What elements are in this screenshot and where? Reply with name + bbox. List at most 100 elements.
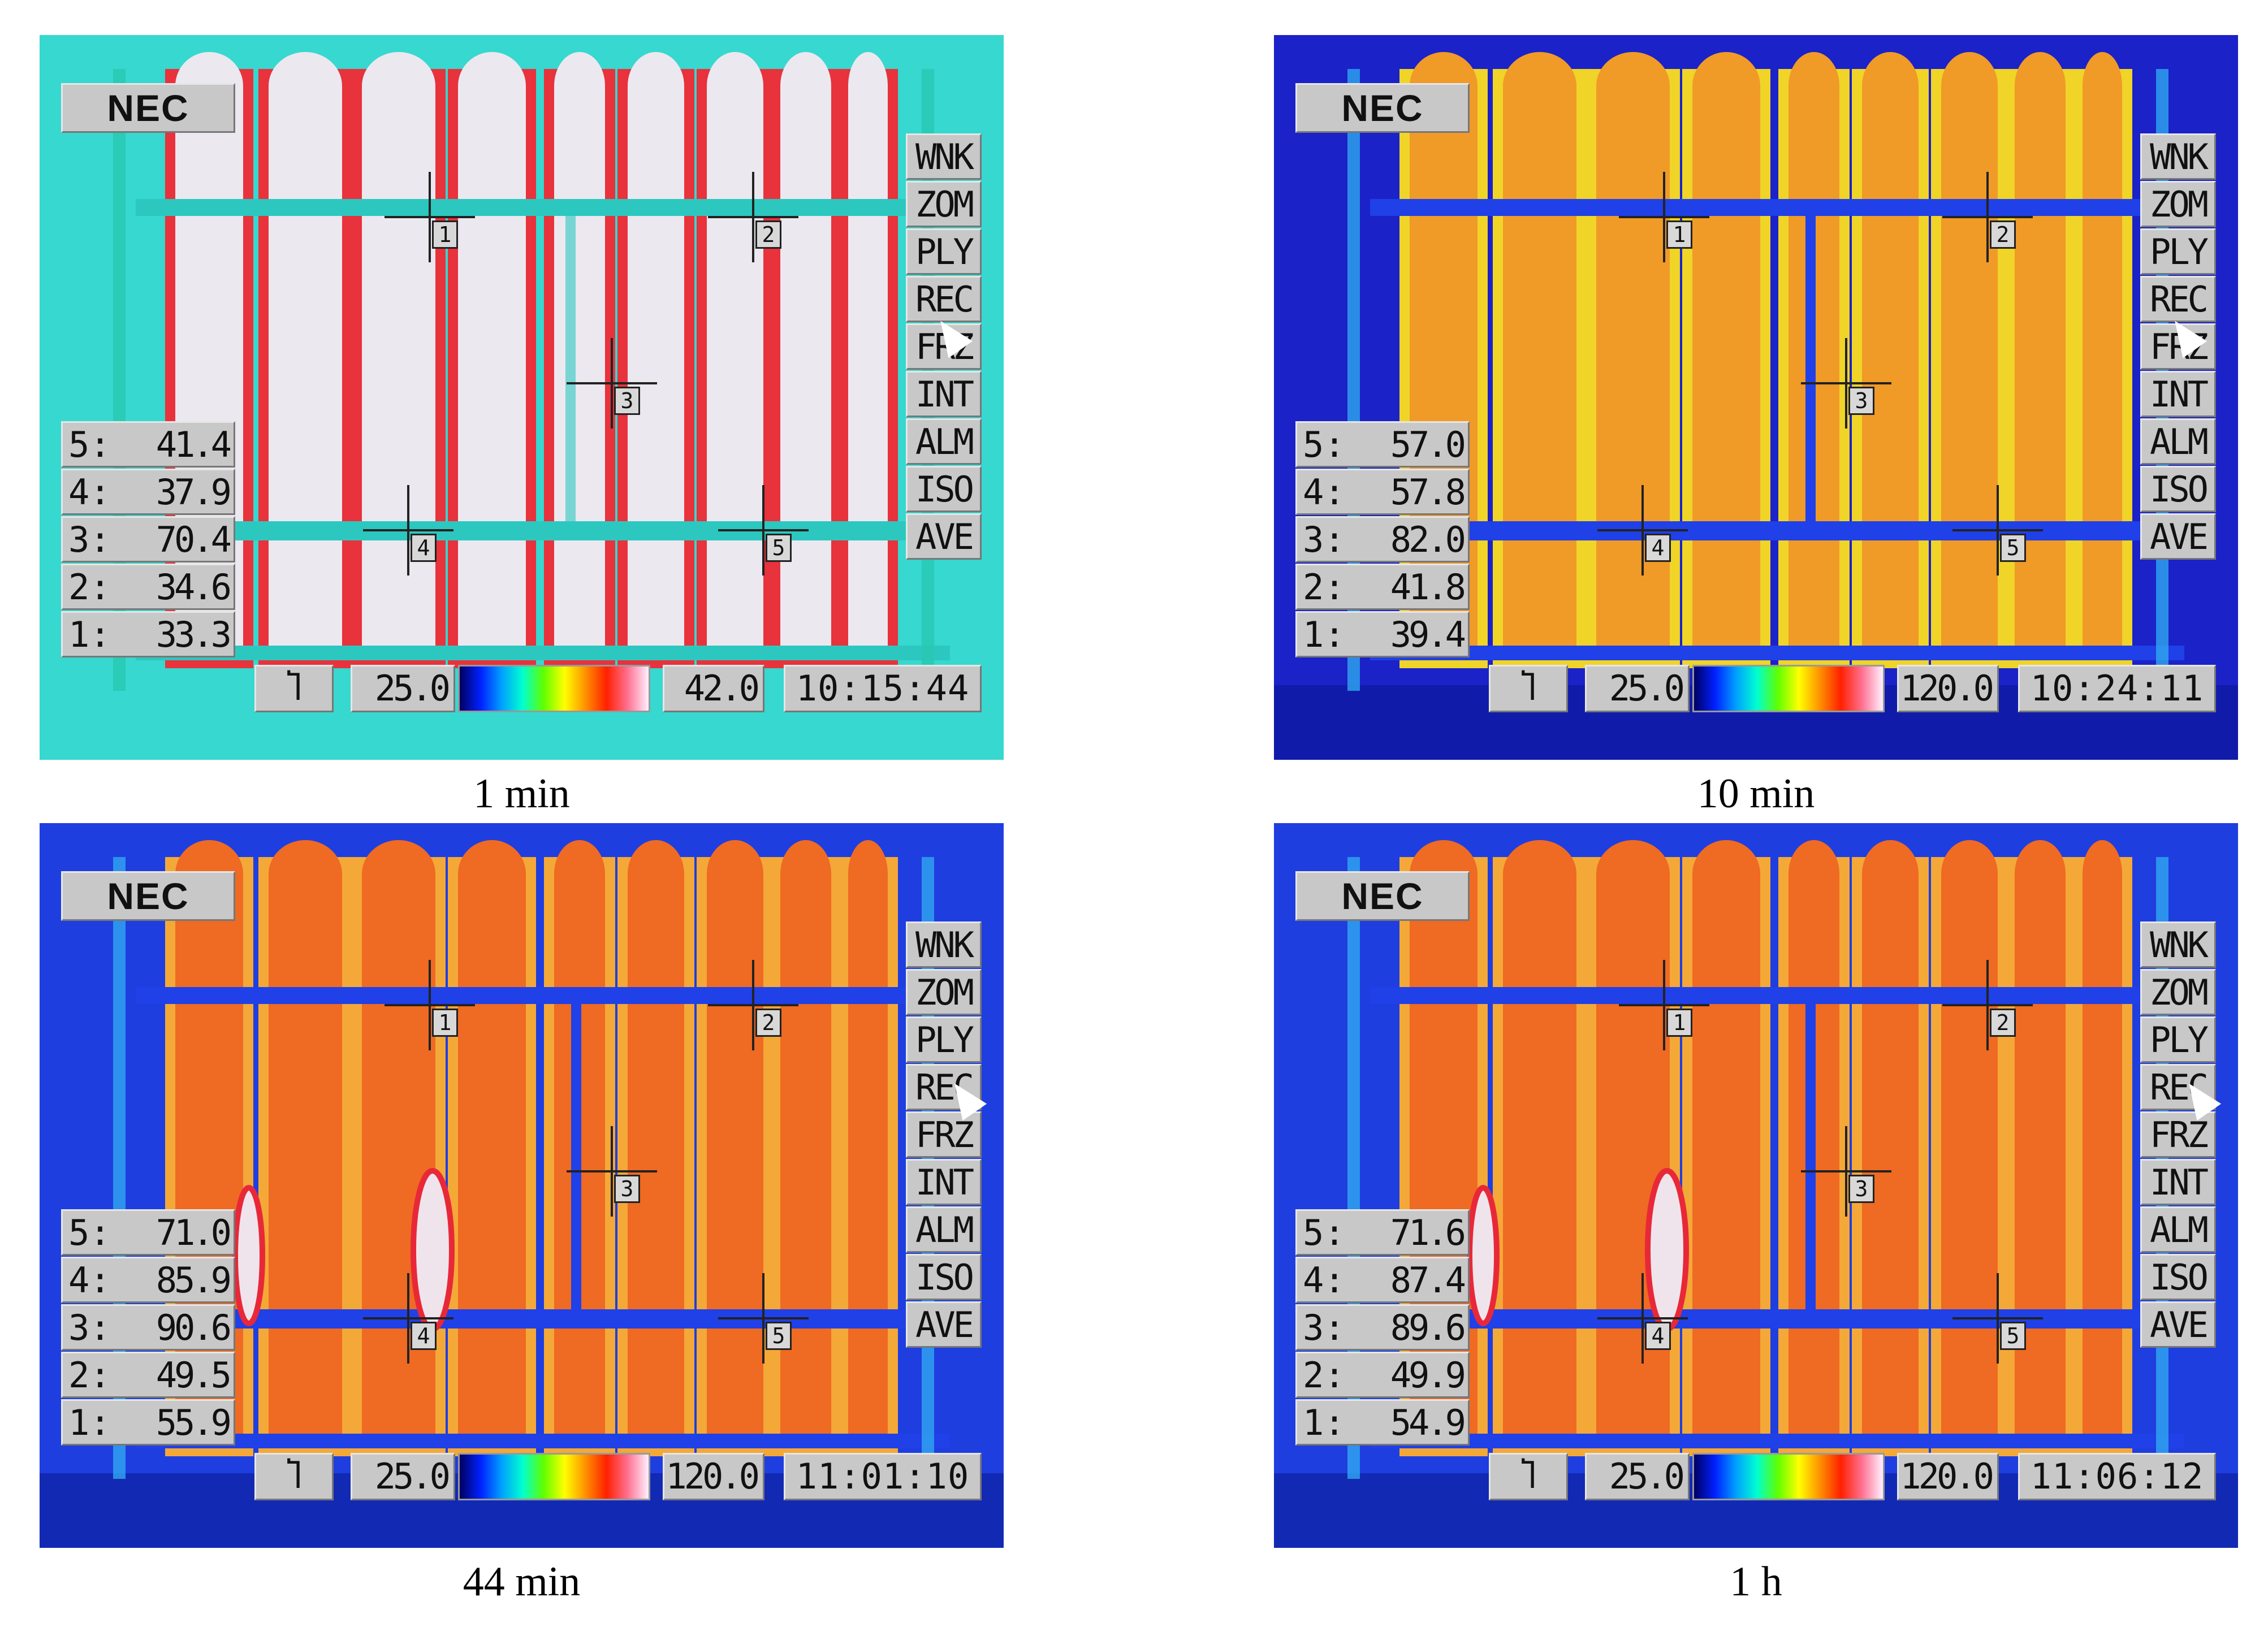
crosshair-number: 3 bbox=[614, 1175, 640, 1203]
menu-item-ave[interactable]: AVE bbox=[2140, 1301, 2216, 1348]
menu-item-alm[interactable]: ALM bbox=[906, 1206, 982, 1253]
menu-item-iso[interactable]: ISO bbox=[2140, 1254, 2216, 1300]
menu-item-ave[interactable]: AVE bbox=[906, 1301, 982, 1348]
menu-item-int[interactable]: INT bbox=[2140, 1159, 2216, 1205]
crosshair-number: 2 bbox=[755, 1009, 781, 1037]
readout-label: 4: bbox=[68, 1260, 111, 1301]
readout-row: 4: 57.8 bbox=[1295, 469, 1470, 515]
measurement-crosshair: 2 bbox=[1942, 172, 2033, 262]
menu-item-zom[interactable]: ZOM bbox=[906, 181, 982, 227]
readout-row: 5: 71.0 bbox=[61, 1209, 235, 1256]
measurement-crosshair: 2 bbox=[1942, 960, 2033, 1050]
thermal-panel: NEC WNK ZOM PLY REC FRZ INT ALM ISO AVE 5: 71.6 4: 87… bbox=[1274, 823, 2238, 1548]
measurement-crosshair: 4 bbox=[1597, 485, 1688, 575]
menu-item-frz[interactable]: FRZ bbox=[906, 323, 982, 370]
menu-item-alm[interactable]: ALM bbox=[2140, 418, 2216, 465]
thermal-panel: NEC WNK ZOM PLY REC FRZ INT ALM ISO AVE 5: 71.0 4: 85… bbox=[40, 823, 1004, 1548]
menu-item-wnk[interactable]: WNK bbox=[906, 921, 982, 968]
crosshair-number: 2 bbox=[755, 220, 781, 249]
crosshair-number: 4 bbox=[1645, 1322, 1671, 1350]
color-scale-bar bbox=[1692, 1453, 1885, 1500]
nec-logo: NEC bbox=[1295, 871, 1470, 921]
temperature-readouts: 5: 71.6 4: 87.4 3: 89.6 2: 49.9 1: 54.9 bbox=[1295, 1209, 1470, 1447]
menu-item-wnk[interactable]: WNK bbox=[906, 133, 982, 180]
menu-item-wnk[interactable]: WNK bbox=[2140, 921, 2216, 968]
menu-item-alm[interactable]: ALM bbox=[2140, 1206, 2216, 1253]
measurement-crosshair: 5 bbox=[1952, 1273, 2043, 1364]
menu-item-ply[interactable]: PLY bbox=[906, 1016, 982, 1063]
readout-value: 71.6 bbox=[1390, 1212, 1466, 1253]
menu-item-int[interactable]: INT bbox=[906, 371, 982, 417]
readout-row: 3: 82.0 bbox=[1295, 516, 1470, 562]
measurement-crosshair: 2 bbox=[708, 960, 798, 1050]
menu-item-ply[interactable]: PLY bbox=[906, 228, 982, 275]
measurement-crosshair: 1 bbox=[1619, 960, 1709, 1050]
menu-item-rec[interactable]: REC bbox=[2140, 276, 2216, 322]
camera-menu: WNK ZOM PLY REC FRZ INT ALM ISO AVE bbox=[2140, 133, 2216, 561]
menu-item-zom[interactable]: ZOM bbox=[906, 969, 982, 1015]
crosshair-vertical bbox=[752, 960, 754, 1050]
scale-max-value: 42.0 bbox=[663, 665, 764, 712]
menu-item-rec[interactable]: REC bbox=[906, 276, 982, 322]
readout-value: 39.4 bbox=[1390, 614, 1466, 655]
menu-item-iso[interactable]: ISO bbox=[2140, 466, 2216, 512]
crosshair-number: 4 bbox=[411, 534, 437, 562]
scale-max-value: 120.0 bbox=[1897, 1453, 1999, 1500]
readout-value: 41.8 bbox=[1390, 566, 1466, 608]
readout-row: 1: 39.4 bbox=[1295, 611, 1470, 657]
menu-item-int[interactable]: INT bbox=[906, 1159, 982, 1205]
scale-mode-icon[interactable]: Ⴈ bbox=[1489, 1453, 1568, 1500]
menu-item-ave[interactable]: AVE bbox=[906, 513, 982, 560]
readout-label: 4: bbox=[68, 471, 111, 513]
menu-item-zom[interactable]: ZOM bbox=[2140, 181, 2216, 227]
menu-item-frz[interactable]: FRZ bbox=[906, 1111, 982, 1158]
color-scale-bar bbox=[458, 665, 650, 712]
menu-item-ave[interactable]: AVE bbox=[2140, 513, 2216, 560]
readout-label: 5: bbox=[68, 1212, 111, 1253]
crosshair-vertical bbox=[611, 338, 613, 429]
menu-item-iso[interactable]: ISO bbox=[906, 466, 982, 512]
scale-min-value: 25.0 bbox=[1585, 665, 1690, 712]
readout-value: 82.0 bbox=[1390, 519, 1466, 560]
crosshair-number: 1 bbox=[1666, 220, 1692, 249]
menu-item-zom[interactable]: ZOM bbox=[2140, 969, 2216, 1015]
menu-item-ply[interactable]: PLY bbox=[2140, 1016, 2216, 1063]
scale-mode-icon[interactable]: Ⴈ bbox=[1489, 665, 1568, 712]
crosshair-number: 5 bbox=[2000, 534, 2026, 562]
menu-item-rec[interactable]: REC bbox=[2140, 1064, 2216, 1110]
measurement-crosshair: 3 bbox=[1801, 1126, 1891, 1217]
panel-caption: 1 h bbox=[1730, 1559, 1782, 1605]
crosshair-vertical bbox=[611, 1126, 613, 1217]
menu-item-iso[interactable]: ISO bbox=[906, 1254, 982, 1300]
crosshair-vertical bbox=[1997, 485, 1999, 575]
menu-item-ply[interactable]: PLY bbox=[2140, 228, 2216, 275]
readout-label: 2: bbox=[1303, 566, 1345, 608]
timestamp: 10:24:11 bbox=[2018, 665, 2216, 712]
readout-label: 1: bbox=[68, 1402, 111, 1443]
temperature-readouts: 5: 71.0 4: 85.9 3: 90.6 2: 49.5 1: 55.9 bbox=[61, 1209, 235, 1447]
readout-value: 57.8 bbox=[1390, 471, 1466, 513]
scale-mode-icon[interactable]: Ⴈ bbox=[254, 1453, 334, 1500]
readout-label: 2: bbox=[68, 566, 111, 608]
menu-item-alm[interactable]: ALM bbox=[906, 418, 982, 465]
measurement-crosshair: 1 bbox=[385, 172, 475, 262]
readout-value: 85.9 bbox=[155, 1260, 232, 1301]
crosshair-vertical bbox=[762, 485, 764, 575]
readout-value: 41.4 bbox=[155, 424, 232, 465]
menu-item-rec[interactable]: REC bbox=[906, 1064, 982, 1110]
readout-label: 1: bbox=[1303, 614, 1345, 655]
readout-row: 2: 49.9 bbox=[1295, 1352, 1470, 1398]
crosshair-vertical bbox=[429, 960, 431, 1050]
menu-item-frz[interactable]: FRZ bbox=[2140, 323, 2216, 370]
readout-label: 1: bbox=[1303, 1402, 1345, 1443]
measurement-crosshair: 3 bbox=[567, 1126, 657, 1217]
readout-label: 5: bbox=[68, 424, 111, 465]
crosshair-vertical bbox=[1845, 1126, 1847, 1217]
crosshair-number: 2 bbox=[1990, 220, 2016, 249]
menu-item-frz[interactable]: FRZ bbox=[2140, 1111, 2216, 1158]
scale-mode-icon[interactable]: Ⴈ bbox=[254, 665, 334, 712]
measurement-crosshair: 1 bbox=[1619, 172, 1709, 262]
menu-item-int[interactable]: INT bbox=[2140, 371, 2216, 417]
crosshair-number: 3 bbox=[1848, 387, 1874, 415]
menu-item-wnk[interactable]: WNK bbox=[2140, 133, 2216, 180]
